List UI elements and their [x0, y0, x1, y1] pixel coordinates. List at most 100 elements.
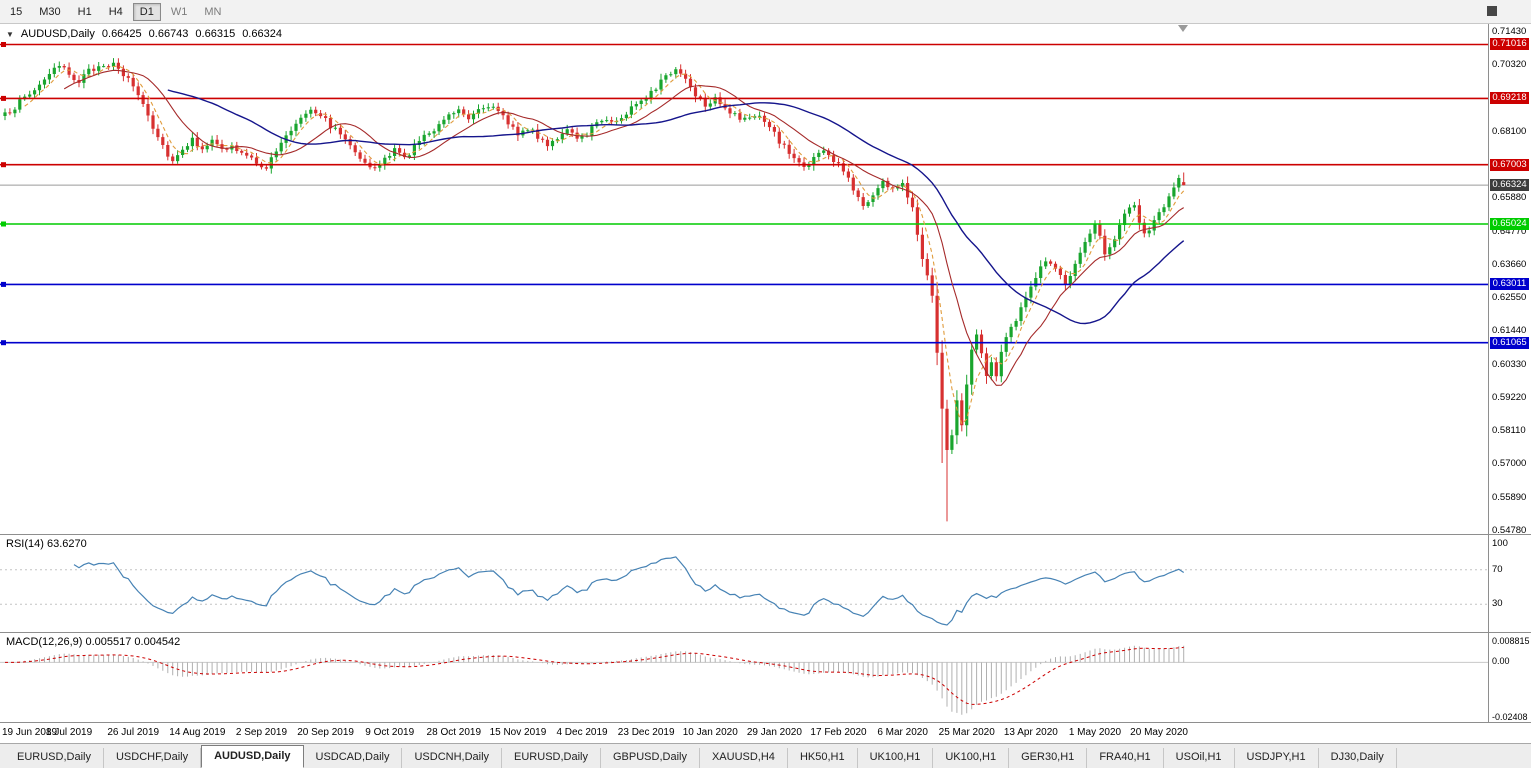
price-tick: 0.68100 [1492, 125, 1527, 137]
price-tick: 0.62550 [1492, 292, 1527, 304]
chart-tab-audusd-daily[interactable]: AUDUSD,Daily [201, 745, 304, 768]
price-tick: 0.57000 [1492, 458, 1527, 470]
date-tick: 14 Aug 2019 [169, 727, 226, 738]
date-tick: 6 Mar 2020 [877, 727, 928, 738]
macd-panel: 0.008815 0.00 -0.02408 MACD(12,26,9) 0.005… [0, 632, 1531, 722]
date-tick: 4 Dec 2019 [556, 727, 608, 738]
date-tick: 13 Apr 2020 [1003, 727, 1058, 738]
date-tick: 17 Feb 2020 [810, 727, 867, 738]
rsi-tick: 100 [1492, 538, 1508, 549]
chart-tabbar: EURUSD,Daily USDCHF,Daily AUDUSD,Daily USDC… [0, 743, 1531, 768]
price-tick: 0.61440 [1492, 325, 1527, 337]
open-value: 0.66425 [101, 28, 142, 40]
level-anchor-0.65024 [1, 221, 6, 227]
macd-tick: -0.02408 [1492, 712, 1528, 722]
macd-tick: 0.00 [1492, 656, 1510, 667]
level-anchor-0.69218 [1, 95, 6, 101]
chart-tab-usdcnh-daily[interactable]: USDCNH,Daily [402, 748, 503, 768]
shift-marker-icon [1178, 25, 1188, 32]
price-tick: 0.60330 [1492, 358, 1527, 370]
chart-tab-eurusd-daily[interactable]: EURUSD,Daily [502, 748, 601, 768]
date-tick: 23 Dec 2019 [617, 727, 675, 738]
macd-axis[interactable]: 0.008815 0.00 -0.02408 [1488, 633, 1531, 722]
ma-line-34 [167, 89, 1185, 325]
time-axis[interactable]: 19 Jun 2019 8 Jul 2019 26 Jul 2019 14 Aug 2… [0, 722, 1531, 743]
date-tick: 25 Mar 2020 [938, 727, 995, 738]
timeframe-button-h1[interactable]: H1 [77, 5, 92, 18]
price-chart-canvas[interactable] [0, 24, 1488, 534]
date-tick: 8 Jul 2019 [46, 727, 93, 738]
price-tick: 0.70320 [1492, 59, 1527, 71]
timeframe-button-m30[interactable]: M30 [39, 5, 61, 18]
level-anchor-0.63011 [1, 281, 6, 287]
chart-tab-uk100-h1[interactable]: UK100,H1 [858, 748, 934, 768]
chart-tab-usdchf-daily[interactable]: USDCHF,Daily [104, 748, 202, 768]
close-value: 0.66324 [242, 28, 282, 40]
price-label-0.69218: 0.69218 [1490, 92, 1529, 105]
high-value: 0.66743 [148, 28, 189, 40]
level-anchor-0.71016 [1, 42, 6, 47]
date-tick: 29 Jan 2020 [746, 727, 802, 738]
chart-tab-usdjpy-h1[interactable]: USDJPY,H1 [1235, 748, 1319, 768]
price-tick: 0.71430 [1492, 26, 1527, 38]
chart-tab-xauusd-h4[interactable]: XAUUSD,H4 [700, 748, 788, 768]
ma-line-13 [63, 69, 1184, 386]
macd-tick: 0.008815 [1492, 636, 1530, 646]
chart-tab-gbpusd-daily[interactable]: GBPUSD,Daily [601, 748, 700, 768]
rsi-tick: 70 [1492, 563, 1503, 575]
price-tick: 0.58110 [1492, 425, 1526, 437]
date-tick: 19 Jun 2019 [2, 727, 58, 738]
price-label-0.71016: 0.71016 [1490, 38, 1529, 51]
rsi-canvas[interactable] [0, 536, 1488, 633]
date-tick: 20 May 2020 [1130, 727, 1188, 738]
low-value: 0.66315 [195, 28, 236, 40]
date-tick: 26 Jul 2019 [107, 727, 160, 738]
rsi-axis[interactable]: 100 70 30 [1488, 535, 1531, 632]
timeframe-button-15[interactable]: 15 [10, 5, 23, 18]
ohlc-readout: ▼ AUDUSD,Daily 0.66425 0.66743 0.66315 0… [6, 28, 282, 40]
price-label-0.67003: 0.67003 [1490, 158, 1529, 171]
macd-canvas[interactable] [0, 634, 1488, 723]
up-candle-bodies [3, 62, 1181, 450]
rsi-label: RSI(14) 63.6270 [6, 538, 87, 550]
chart-tab-usdcad-daily[interactable]: USDCAD,Daily [304, 748, 403, 768]
date-tick: 28 Oct 2019 [426, 727, 482, 738]
price-tick: 0.64770 [1492, 225, 1527, 237]
price-label-0.65024: 0.65024 [1490, 218, 1529, 231]
price-axis[interactable]: 0.714300.703200.692100.681000.669900.658… [1488, 24, 1531, 536]
date-tick: 2 Sep 2019 [235, 727, 288, 738]
price-tick: 0.63660 [1492, 258, 1527, 270]
rsi-panel: 100 70 30 RSI(14) 63.6270 [0, 534, 1531, 632]
chart-tab-usoil-h1[interactable]: USOil,H1 [1164, 748, 1235, 768]
chart-tab-hk50-h1[interactable]: HK50,H1 [788, 748, 858, 768]
chart-tab-fra40-h1[interactable]: FRA40,H1 [1087, 748, 1164, 768]
date-tick: 20 Sep 2019 [297, 727, 354, 738]
chart-dropdown-icon: ▼ [6, 29, 14, 39]
price-label-0.66324: 0.66324 [1490, 179, 1529, 192]
price-label-0.63011: 0.63011 [1490, 278, 1529, 291]
rsi-line [73, 556, 1185, 626]
main-chart-panel: 0.714300.703200.692100.681000.669900.658… [0, 24, 1531, 536]
rsi-tick: 30 [1492, 598, 1503, 610]
chart-tab-uk100-h1[interactable]: UK100,H1 [933, 748, 1010, 768]
macd-histogram [14, 645, 1185, 715]
price-tick: 0.54780 [1492, 525, 1527, 536]
date-tick: 9 Oct 2019 [365, 727, 415, 738]
chart-tab-ger30-h1[interactable]: GER30,H1 [1009, 748, 1088, 768]
up-candle-wicks [4, 58, 1180, 454]
toolbar-corner-icon [1487, 6, 1497, 16]
timeframe-button-d1[interactable]: D1 [132, 2, 161, 21]
timeframe-toolbar: 15 M30 H1 H4 D1 W1 MN [0, 0, 1531, 24]
chart-tab-dj30-daily[interactable]: DJ30,Daily [1319, 748, 1397, 768]
timeframe-button-mn[interactable]: MN [204, 5, 222, 18]
ma-line-5 [24, 65, 1185, 425]
level-anchor-0.61065 [1, 340, 6, 346]
price-tick: 0.59220 [1492, 391, 1527, 403]
date-tick: 1 May 2020 [1068, 727, 1122, 738]
timeframe-button-h4[interactable]: H4 [108, 5, 123, 18]
timeframe-button-w1[interactable]: W1 [170, 5, 188, 18]
macd-label: MACD(12,26,9) 0.005517 0.004542 [6, 636, 181, 648]
date-tick: 15 Nov 2019 [489, 727, 547, 738]
chart-tab-eurusd-daily[interactable]: EURUSD,Daily [5, 748, 104, 768]
